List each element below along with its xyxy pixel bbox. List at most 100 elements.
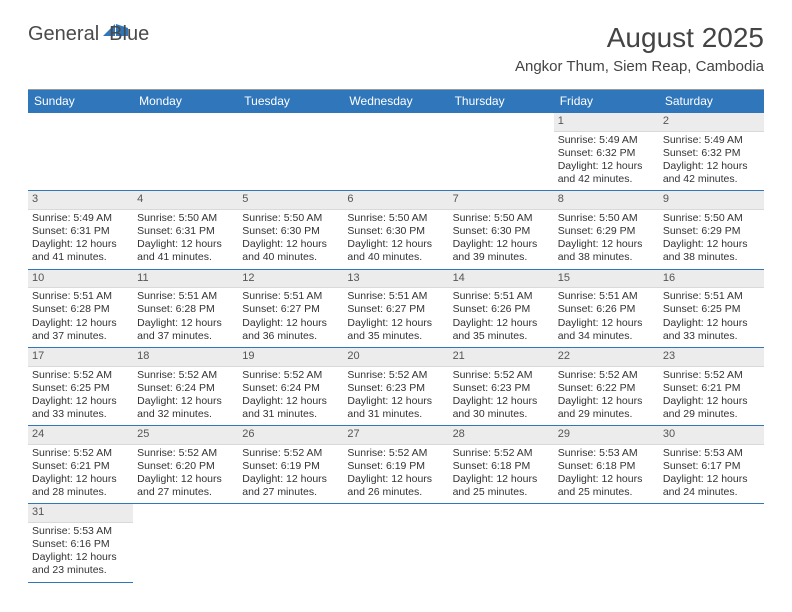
day-number: 9 [659,191,764,210]
daylight-line: Daylight: 12 hours and 31 minutes. [347,395,444,421]
sunset-line: Sunset: 6:23 PM [453,382,550,395]
calendar-cell: 9 Sunrise: 5:50 AMSunset: 6:29 PMDaylight… [659,191,764,268]
day-number: 23 [659,348,764,367]
day-number: 18 [133,348,238,367]
sunrise-line: Sunrise: 5:52 AM [32,447,129,460]
day-number: 10 [28,270,133,289]
sunset-line: Sunset: 6:30 PM [453,225,550,238]
day-number: 4 [133,191,238,210]
day-number: 13 [343,270,448,289]
dayhead: Monday [133,90,238,113]
daylight-line: Daylight: 12 hours and 28 minutes. [32,473,129,499]
sunset-line: Sunset: 6:18 PM [453,460,550,473]
sunrise-line: Sunrise: 5:50 AM [347,212,444,225]
calendar-cell: 25Sunrise: 5:52 AMSunset: 6:20 PMDayligh… [133,426,238,503]
cell-body: Sunrise: 5:52 AMSunset: 6:19 PMDaylight:… [238,445,343,504]
cell-body: Sunrise: 5:51 AMSunset: 6:28 PMDaylight:… [133,288,238,347]
sunrise-line: Sunrise: 5:51 AM [663,290,760,303]
cell-body: Sunrise: 5:52 AMSunset: 6:21 PMDaylight:… [659,367,764,426]
cell-body: Sunrise: 5:51 AMSunset: 6:26 PMDaylight:… [449,288,554,347]
sunset-line: Sunset: 6:21 PM [663,382,760,395]
calendar-cell: 1Sunrise: 5:49 AMSunset: 6:32 PMDaylight… [554,113,659,190]
calendar-cell: 8Sunrise: 5:50 AMSunset: 6:29 PMDaylight… [554,191,659,268]
calendar-cell [554,504,659,582]
sunrise-line: Sunrise: 5:53 AM [663,447,760,460]
cell-body: Sunrise: 5:51 AMSunset: 6:28 PMDaylight:… [28,288,133,347]
sunset-line: Sunset: 6:29 PM [558,225,655,238]
calendar-cell [238,113,343,190]
cell-body: Sunrise: 5:49 AMSunset: 6:32 PMDaylight:… [554,132,659,191]
calendar-cell: 22Sunrise: 5:52 AMSunset: 6:22 PMDayligh… [554,348,659,425]
sunset-line: Sunset: 6:29 PM [663,225,760,238]
sunset-line: Sunset: 6:24 PM [242,382,339,395]
cell-body: Sunrise: 5:50 AMSunset: 6:30 PMDaylight:… [449,210,554,269]
cell-body: Sunrise: 5:50 AMSunset: 6:31 PMDaylight:… [133,210,238,269]
daylight-line: Daylight: 12 hours and 29 minutes. [558,395,655,421]
week-row: 1Sunrise: 5:49 AMSunset: 6:32 PMDaylight… [28,113,764,191]
daylight-line: Daylight: 12 hours and 38 minutes. [663,238,760,264]
calendar-cell: 19Sunrise: 5:52 AMSunset: 6:24 PMDayligh… [238,348,343,425]
calendar-cell: 3Sunrise: 5:49 AMSunset: 6:31 PMDaylight… [28,191,133,268]
cell-body: Sunrise: 5:51 AMSunset: 6:26 PMDaylight:… [554,288,659,347]
sunrise-line: Sunrise: 5:50 AM [663,212,760,225]
sunset-line: Sunset: 6:17 PM [663,460,760,473]
calendar-cell: 31Sunrise: 5:53 AMSunset: 6:16 PMDayligh… [28,504,133,582]
daylight-line: Daylight: 12 hours and 41 minutes. [32,238,129,264]
cell-body: Sunrise: 5:53 AMSunset: 6:17 PMDaylight:… [659,445,764,504]
sunset-line: Sunset: 6:25 PM [32,382,129,395]
sunrise-line: Sunrise: 5:49 AM [558,134,655,147]
week-row: 3Sunrise: 5:49 AMSunset: 6:31 PMDaylight… [28,191,764,269]
day-number: 5 [238,191,343,210]
day-number: 15 [554,270,659,289]
daylight-line: Daylight: 12 hours and 37 minutes. [137,317,234,343]
sunrise-line: Sunrise: 5:52 AM [453,369,550,382]
daylight-line: Daylight: 12 hours and 29 minutes. [663,395,760,421]
calendar-cell: 28Sunrise: 5:52 AMSunset: 6:18 PMDayligh… [449,426,554,503]
sunset-line: Sunset: 6:32 PM [558,147,655,160]
sunset-line: Sunset: 6:26 PM [558,303,655,316]
sunrise-line: Sunrise: 5:51 AM [242,290,339,303]
daylight-line: Daylight: 12 hours and 36 minutes. [242,317,339,343]
day-number: 3 [28,191,133,210]
daylight-line: Daylight: 12 hours and 42 minutes. [558,160,655,186]
sunrise-line: Sunrise: 5:51 AM [453,290,550,303]
day-number: 22 [554,348,659,367]
cell-body: Sunrise: 5:52 AMSunset: 6:18 PMDaylight:… [449,445,554,504]
daylight-line: Daylight: 12 hours and 27 minutes. [137,473,234,499]
day-number: 25 [133,426,238,445]
day-number: 16 [659,270,764,289]
day-number: 12 [238,270,343,289]
calendar-cell: 30Sunrise: 5:53 AMSunset: 6:17 PMDayligh… [659,426,764,503]
logo-text-general: General [28,23,99,46]
dayhead: Friday [554,90,659,113]
sunset-line: Sunset: 6:19 PM [347,460,444,473]
calendar-cell: 12Sunrise: 5:51 AMSunset: 6:27 PMDayligh… [238,270,343,347]
sunset-line: Sunset: 6:20 PM [137,460,234,473]
daylight-line: Daylight: 12 hours and 31 minutes. [242,395,339,421]
calendar-cell: 26Sunrise: 5:52 AMSunset: 6:19 PMDayligh… [238,426,343,503]
calendar-cell [449,504,554,582]
dayhead: Saturday [659,90,764,113]
calendar-cell: 4Sunrise: 5:50 AMSunset: 6:31 PMDaylight… [133,191,238,268]
page-subtitle: Angkor Thum, Siem Reap, Cambodia [515,58,764,75]
day-number: 6 [343,191,448,210]
cell-body: Sunrise: 5:52 AMSunset: 6:21 PMDaylight:… [28,445,133,504]
daylight-line: Daylight: 12 hours and 35 minutes. [347,317,444,343]
calendar-cell: 23Sunrise: 5:52 AMSunset: 6:21 PMDayligh… [659,348,764,425]
calendar-cell: 13Sunrise: 5:51 AMSunset: 6:27 PMDayligh… [343,270,448,347]
daylight-line: Daylight: 12 hours and 24 minutes. [663,473,760,499]
sunrise-line: Sunrise: 5:51 AM [32,290,129,303]
cell-body: Sunrise: 5:53 AMSunset: 6:16 PMDaylight:… [28,523,133,582]
sunset-line: Sunset: 6:27 PM [347,303,444,316]
day-number: 17 [28,348,133,367]
day-number: 21 [449,348,554,367]
week-row: 17 Sunrise: 5:52 AM Sunset: 6:25 PM Dayligh… [28,348,764,426]
sunset-line: Sunset: 6:30 PM [347,225,444,238]
cell-body: Sunrise: 5:52 AMSunset: 6:23 PMDaylight:… [449,367,554,426]
sunrise-line: Sunrise: 5:53 AM [558,447,655,460]
cell-body: Sunrise: 5:52 AMSunset: 6:23 PMDaylight:… [343,367,448,426]
calendar-cell: 17Sunrise: 5:52 AMSunset: 6:25 PMDayligh… [28,348,133,425]
cell-body: Sunrise: 5:50 AMSunset: 6:30 PMDaylight:… [238,210,343,269]
daylight-line: Daylight: 12 hours and 34 minutes. [558,317,655,343]
cell-body: Sunrise: 5:52 AMSunset: 6:19 PMDaylight:… [343,445,448,504]
